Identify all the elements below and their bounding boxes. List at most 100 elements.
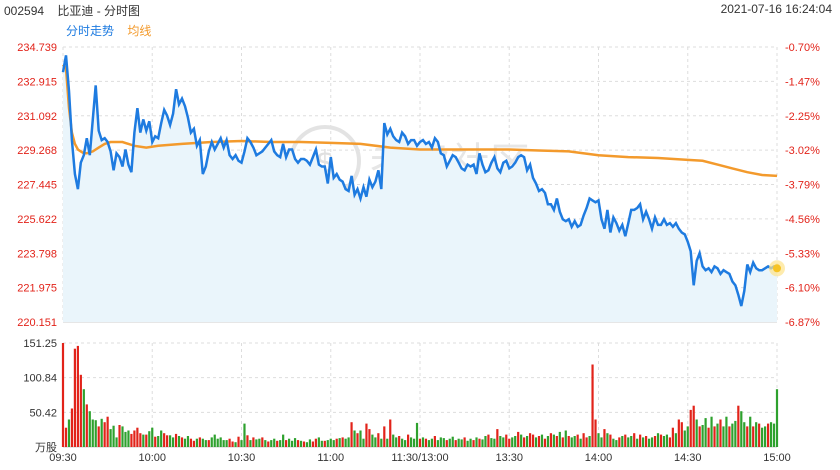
volume-bar [88,411,91,447]
pct-tick-label: -6.87% [785,317,820,329]
volume-bar [109,429,112,447]
volume-bar [76,345,79,447]
volume-bar [326,440,329,447]
volume-bar [70,408,74,447]
volume-bar [546,436,550,447]
volume-bar [329,438,332,447]
legend-avg: 均线 [127,24,152,38]
volume-bar [677,419,680,447]
volume-bar [424,438,428,447]
volume-bar [442,438,445,447]
volume-bar [192,440,195,447]
volume-bar [210,437,213,447]
volume-axis: 151.25 100.84 50.42 万股 [23,338,57,454]
pct-tick-label: -1.47% [785,76,820,88]
volume-bar [386,438,389,447]
volume-bar [740,411,743,447]
volume-bar [237,436,240,447]
volume-bar [493,438,496,447]
volume-bar [725,416,728,447]
volume-bar [496,429,499,447]
volume-bar [398,436,401,447]
volume-bar [755,422,758,447]
volume-bar [380,438,383,447]
time-tick-label: 15:00 [763,452,791,464]
volume-bar [288,438,291,447]
volume-bar [139,433,142,447]
volume-bar [356,433,359,447]
volume-bar [639,434,642,447]
volume-bar [222,440,225,447]
volume-bar [186,436,190,447]
volume-bar [133,430,136,447]
volume-bar [305,442,309,447]
volume-bar [772,423,776,447]
volume-bar [490,438,493,447]
volume-bar [728,426,731,447]
volume-bar [481,439,484,447]
volume-bar [698,426,701,447]
price-tick-label: 220.151 [17,317,57,329]
time-tick-label: 10:00 [138,452,166,464]
volume-bar [112,425,115,447]
volume-bars [61,343,779,447]
volume-bar [558,431,561,447]
volume-bar [323,440,326,447]
volume-bar [219,437,222,447]
volume-bar [195,438,198,447]
volume-bar [704,418,707,447]
volume-bar [148,431,151,447]
volume-bar [683,430,686,447]
volume-bar [225,440,228,447]
volume-bar [344,438,347,447]
volume-bar [409,437,413,447]
volume-bar [359,430,362,447]
volume-bar [761,427,764,447]
volume-bar [142,434,145,447]
volume-bar [169,435,172,447]
volume-bar [609,434,612,447]
volume-bar [332,440,335,447]
volume-bar [576,434,579,447]
volume-bar [656,433,660,447]
pct-axis: -0.70% -1.47% -2.25% -3.02% -3.79% -4.56% -5.3… [785,42,820,329]
volume-bar [520,434,523,447]
pct-tick-label: -3.02% [785,145,820,157]
volume-bar [124,431,127,447]
volume-bar [526,436,529,447]
volume-bar [487,434,490,447]
volume-bar [603,429,606,447]
volume-bar [766,423,770,447]
legend: 分时走势 均线 [66,22,161,39]
price-area-fill [63,55,777,323]
chart-header: 002594 比亚迪 - 分时图 [4,2,150,19]
stock-code: 002594 [4,4,45,18]
volume-bar [439,437,442,447]
volume-bar [585,437,588,447]
volume-bar [537,436,541,447]
volume-bar [517,431,520,447]
pct-tick-label: -3.79% [785,180,820,192]
volume-bar [716,423,719,447]
volume-bar [466,440,469,447]
volume-bar [249,440,252,447]
volume-bar [234,442,237,447]
time-tick-label: 14:00 [585,452,613,464]
volume-bar [707,427,710,447]
volume-bar [401,438,404,447]
volume-bar [615,440,618,447]
legend-price: 分时走势 [66,24,115,38]
volume-bar [472,440,475,447]
volume-bar [404,440,407,447]
volume-bar [311,441,314,447]
volume-bar [475,437,478,447]
volume-bar [201,438,204,447]
volume-bar [335,438,338,447]
volume-bar [374,437,377,447]
volume-bar [579,438,582,447]
volume-bar [433,436,436,447]
volume-bar [174,433,178,447]
volume-bar [293,438,297,447]
volume-bar [213,434,216,447]
volume-bar [308,439,312,447]
